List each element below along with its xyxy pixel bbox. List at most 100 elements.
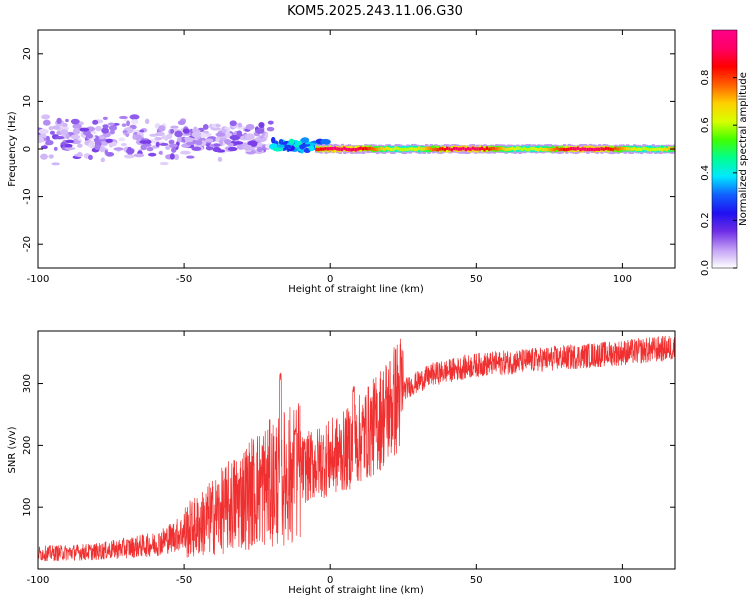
spectrogram-cell	[343, 146, 347, 150]
spectrogram-cell	[576, 146, 581, 150]
spectrogram-cell	[623, 147, 627, 151]
spectrogram-cell	[259, 135, 264, 139]
spectrogram-cell	[438, 147, 443, 151]
spectrogram-cell	[324, 146, 328, 151]
spectrogram-cell	[551, 148, 555, 152]
spectrogram-cell	[52, 125, 60, 130]
spectrogram-cell	[271, 136, 276, 144]
spectrogram-cell	[642, 146, 646, 151]
spectrogram-cell	[364, 146, 368, 151]
spectrogram-cell	[485, 146, 490, 150]
spectrogram-cell	[546, 147, 550, 152]
spectrogram-cell	[100, 157, 105, 163]
spectrogram-cell	[170, 128, 175, 134]
spectrogram-cell	[544, 147, 548, 152]
spectrogram-cell	[640, 147, 644, 152]
spectrogram-cell	[101, 127, 109, 134]
spectrogram-cell	[237, 122, 242, 128]
spectrogram-cell	[266, 126, 275, 132]
spectrogram-cell	[417, 146, 422, 150]
spectrogram-y-ticks: -20 -10 0 10 20	[22, 47, 675, 252]
spectrogram-cell	[267, 120, 274, 125]
spectrogram-cell	[191, 131, 202, 138]
spectrogram-cell	[649, 147, 653, 152]
spectrogram-cell	[518, 146, 522, 150]
spectrogram-y-tick-label: -10	[22, 188, 33, 204]
spectrogram-cell	[537, 148, 541, 152]
spectrogram-cell	[199, 132, 207, 139]
spectrogram-cell	[497, 147, 501, 151]
spectrogram-cell	[469, 147, 473, 151]
spectrogram-cell	[410, 147, 415, 151]
spectrogram-x-ticks: -100 -50 0 50 100	[27, 30, 632, 285]
spectrogram-cell	[41, 114, 51, 120]
spectrogram-cell	[102, 124, 109, 129]
spectrogram-cell	[72, 127, 81, 135]
spectrogram-cell	[257, 142, 262, 147]
spectrogram-cell	[516, 146, 520, 150]
spectrogram-cell	[144, 118, 150, 125]
spectrogram-cell	[574, 147, 578, 151]
spectrogram-cell	[105, 138, 113, 143]
spectrogram-cell	[65, 139, 75, 144]
spectrogram-cell	[513, 147, 518, 151]
spectrogram-cell	[511, 146, 515, 151]
spectrogram-cell	[597, 147, 602, 151]
spectrogram-cell	[532, 146, 536, 151]
spectrogram-cell	[371, 147, 375, 151]
spectrogram-cell	[569, 147, 574, 151]
spectrogram-cell	[644, 147, 649, 151]
spectrogram-cell	[474, 147, 478, 151]
spectrogram-cell	[595, 147, 599, 151]
spectrogram-cell	[565, 148, 569, 152]
spectrogram-cell	[647, 147, 651, 152]
spectrogram-cell	[129, 114, 140, 120]
colorbar-tick-label: 0.4	[700, 165, 711, 181]
spectrogram-cell	[593, 147, 597, 152]
spectrogram-cell	[406, 147, 410, 152]
spectrogram-cell	[413, 147, 417, 151]
spectrogram-cell	[60, 142, 67, 146]
spectrogram-cell	[146, 146, 154, 152]
snr-y-tick-label: 300	[22, 374, 33, 393]
spectrogram-cell	[525, 147, 529, 152]
spectrogram-cell	[663, 147, 667, 151]
spectrogram-cell	[217, 156, 223, 162]
spectrogram-cell	[621, 147, 625, 151]
spectrogram-cell	[90, 140, 95, 147]
spectrogram-x-tick-label: -100	[27, 274, 50, 285]
colorbar-ticks: 0.0 0.2 0.4 0.6 0.8	[700, 70, 737, 276]
spectrogram-cell	[448, 147, 452, 151]
spectrogram-cell	[168, 143, 178, 149]
spectrogram-cell	[38, 136, 45, 143]
colorbar-frame	[711, 29, 738, 269]
spectrogram-cell	[300, 137, 310, 143]
spectrogram-cell	[445, 146, 450, 150]
spectrogram-cell	[184, 136, 193, 140]
spectrogram-cell	[422, 147, 426, 151]
spectrogram-cell	[338, 147, 342, 151]
spectrogram-cell	[78, 127, 90, 132]
spectrogram-cell	[94, 144, 101, 151]
spectrogram-cell	[635, 147, 639, 152]
spectrogram-cell	[276, 144, 285, 148]
spectrogram-cell	[490, 147, 494, 151]
spectrogram-cells	[38, 114, 675, 166]
spectrogram-cell	[373, 147, 377, 152]
colorbar-tick-label: 0.0	[700, 260, 711, 276]
spectrogram-cell	[553, 148, 557, 152]
spectrogram-cell	[215, 123, 221, 128]
spectrogram-cell	[177, 120, 186, 126]
spectrogram-cell	[616, 147, 620, 151]
spectrogram-cell	[530, 147, 534, 151]
spectrogram-cell	[560, 147, 564, 151]
spectrogram-cell	[65, 118, 69, 123]
spectrogram-cell	[180, 150, 191, 155]
spectrogram-cell	[120, 143, 127, 147]
spectrogram-cell	[633, 147, 637, 151]
spectrogram-cell	[229, 134, 241, 141]
spectrogram-cell	[336, 147, 340, 151]
spectrogram-cell	[443, 147, 447, 152]
